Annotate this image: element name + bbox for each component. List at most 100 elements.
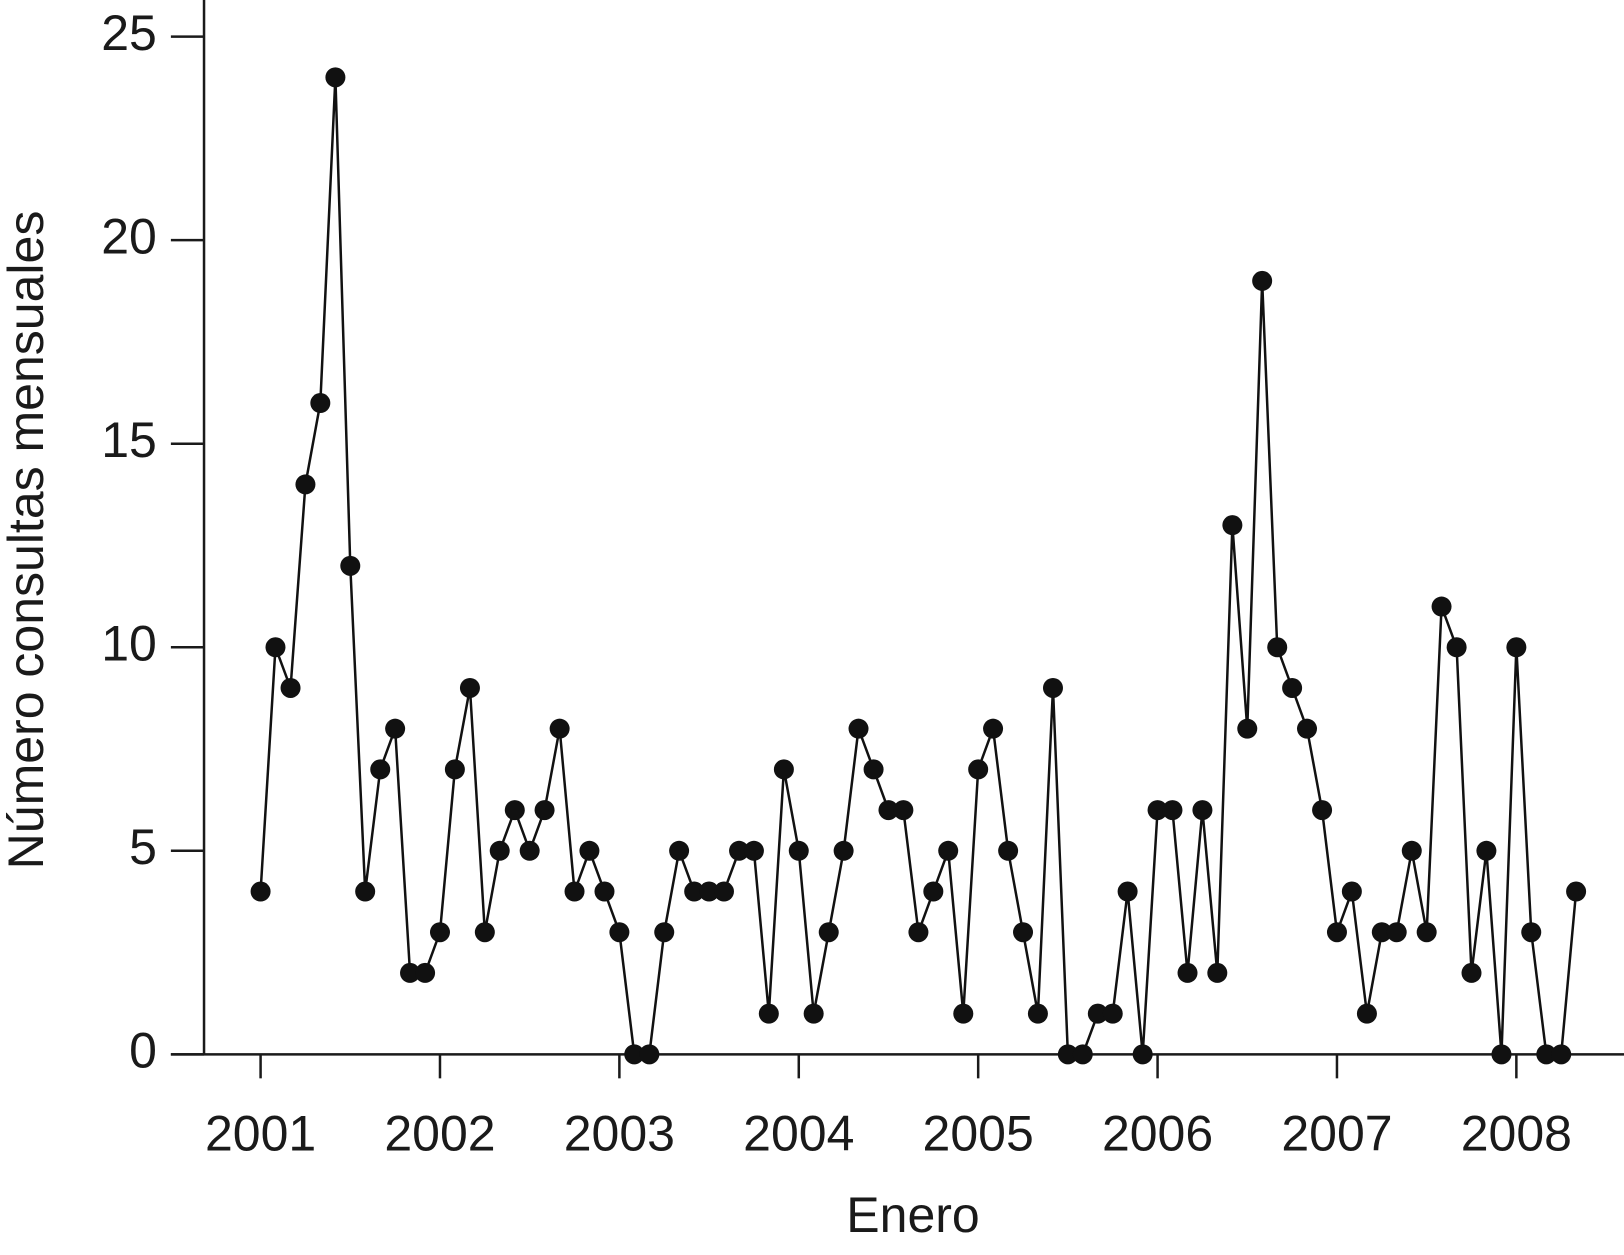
data-point xyxy=(908,922,929,943)
data-point xyxy=(1356,1003,1377,1024)
data-point xyxy=(504,800,525,821)
data-point xyxy=(1521,922,1542,943)
data-point xyxy=(848,718,869,739)
data-point xyxy=(998,840,1019,861)
data-point xyxy=(1551,1044,1572,1065)
data-point xyxy=(310,393,331,414)
data-point xyxy=(1401,840,1422,861)
data-point xyxy=(444,759,465,780)
data-point xyxy=(265,637,286,658)
data-point xyxy=(519,840,540,861)
data-point xyxy=(295,474,316,495)
y-tick-label: 15 xyxy=(101,412,157,468)
y-tick-label: 10 xyxy=(101,615,157,671)
data-point xyxy=(549,718,570,739)
data-point xyxy=(1476,840,1497,861)
y-tick-label: 5 xyxy=(129,819,157,875)
data-point xyxy=(1386,922,1407,943)
data-point xyxy=(400,962,421,983)
data-point xyxy=(564,881,585,902)
data-point xyxy=(893,800,914,821)
data-point xyxy=(878,800,899,821)
data-point xyxy=(1267,637,1288,658)
data-point xyxy=(370,759,391,780)
data-point xyxy=(1312,800,1333,821)
data-point xyxy=(1371,922,1392,943)
data-point xyxy=(1042,677,1063,698)
data-point xyxy=(1162,800,1183,821)
x-tick-label: 2001 xyxy=(205,1106,316,1162)
x-axis-label: Enero xyxy=(846,1187,979,1243)
data-point xyxy=(788,840,809,861)
data-point xyxy=(1341,881,1362,902)
data-point xyxy=(743,840,764,861)
data-point xyxy=(803,1003,824,1024)
data-point xyxy=(818,922,839,943)
data-point xyxy=(669,840,690,861)
data-point xyxy=(684,881,705,902)
data-point xyxy=(953,1003,974,1024)
data-point xyxy=(624,1044,645,1065)
data-point xyxy=(1491,1044,1512,1065)
data-point xyxy=(1297,718,1318,739)
data-point xyxy=(429,922,450,943)
data-point xyxy=(250,881,271,902)
data-point xyxy=(1237,718,1258,739)
data-point xyxy=(1326,922,1347,943)
x-tick-label: 2005 xyxy=(923,1106,1034,1162)
data-point xyxy=(1536,1044,1557,1065)
data-point xyxy=(415,962,436,983)
data-point xyxy=(923,881,944,902)
data-point xyxy=(938,840,959,861)
data-point xyxy=(1431,596,1452,617)
data-point xyxy=(1222,515,1243,536)
data-point xyxy=(1282,677,1303,698)
data-point xyxy=(983,718,1004,739)
data-point xyxy=(594,881,615,902)
data-point xyxy=(773,759,794,780)
data-point xyxy=(863,759,884,780)
data-point xyxy=(474,922,495,943)
data-point xyxy=(1132,1044,1153,1065)
data-point xyxy=(968,759,989,780)
data-point xyxy=(609,922,630,943)
data-point xyxy=(459,677,480,698)
data-point xyxy=(699,881,720,902)
data-point xyxy=(1177,962,1198,983)
data-point xyxy=(1087,1003,1108,1024)
data-point xyxy=(1252,270,1273,291)
data-point xyxy=(1117,881,1138,902)
data-point xyxy=(489,840,510,861)
data-point xyxy=(654,922,675,943)
data-point xyxy=(1416,922,1437,943)
x-tick-label: 2002 xyxy=(384,1106,495,1162)
x-tick-label: 2006 xyxy=(1102,1106,1213,1162)
y-tick-label: 0 xyxy=(129,1023,157,1079)
data-point xyxy=(1013,922,1034,943)
data-point xyxy=(579,840,600,861)
data-point xyxy=(1446,637,1467,658)
data-point xyxy=(355,881,376,902)
data-point xyxy=(1027,1003,1048,1024)
x-tick-label: 2003 xyxy=(564,1106,675,1162)
data-line xyxy=(259,77,1578,1056)
y-tick-label: 25 xyxy=(101,5,157,61)
data-point xyxy=(280,677,301,698)
data-point xyxy=(1057,1044,1078,1065)
x-tick-label: 2007 xyxy=(1281,1106,1392,1162)
y-axis-label: Número consultas mensuales xyxy=(0,211,54,870)
data-point xyxy=(1072,1044,1093,1065)
data-point xyxy=(1192,800,1213,821)
data-point xyxy=(340,555,361,576)
data-point xyxy=(325,67,346,88)
data-point xyxy=(1506,637,1527,658)
y-tick-label: 20 xyxy=(101,208,157,264)
data-point xyxy=(1147,800,1168,821)
data-point xyxy=(639,1044,660,1065)
data-point xyxy=(713,881,734,902)
data-point xyxy=(758,1003,779,1024)
data-point xyxy=(1461,962,1482,983)
data-point xyxy=(833,840,854,861)
x-tick-label: 2004 xyxy=(743,1106,854,1162)
